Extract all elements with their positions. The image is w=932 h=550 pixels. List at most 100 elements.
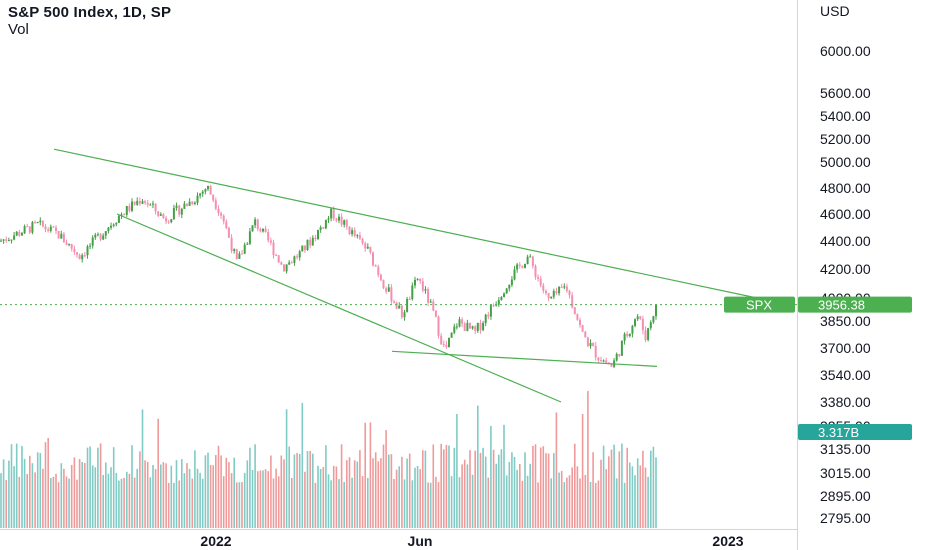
candle-body <box>353 230 356 236</box>
candle-body <box>579 319 581 326</box>
volume-bar <box>207 452 209 528</box>
candle-body <box>469 322 471 329</box>
candle-body <box>23 226 26 234</box>
volume-bar <box>199 472 201 528</box>
last-price-label: 3956.38 <box>818 298 865 313</box>
volume-bar <box>57 482 60 528</box>
candle-body <box>332 208 335 219</box>
volume-bar <box>196 468 199 528</box>
candle-body <box>597 357 600 361</box>
candle-body <box>199 193 202 196</box>
volume-bar <box>322 467 325 528</box>
candle-body <box>154 203 157 212</box>
volume-legend[interactable]: Vol <box>8 21 29 38</box>
volume-bar <box>374 452 377 528</box>
volume-bar <box>160 464 162 528</box>
volume-bar <box>519 464 521 528</box>
volume-bar <box>445 444 448 528</box>
volume-bar <box>280 455 283 528</box>
volume-bar <box>131 445 133 528</box>
candle-body <box>65 242 68 245</box>
volume-bar <box>298 454 301 528</box>
candle-body <box>0 240 2 242</box>
volume-bar <box>55 473 57 528</box>
volume-bar <box>86 447 89 528</box>
candle-body <box>62 233 65 243</box>
volume-bar <box>542 446 545 528</box>
candle-body <box>267 232 270 241</box>
candle-body <box>288 262 291 265</box>
candle-body <box>246 243 249 245</box>
candle-body <box>241 253 243 255</box>
trend-line-lower[interactable] <box>116 213 562 403</box>
volume-bar <box>84 463 86 528</box>
volume-bar <box>21 446 23 528</box>
volume-bar <box>401 456 403 528</box>
candle-body <box>568 290 571 296</box>
volume-bar <box>471 474 474 528</box>
candle-body <box>552 291 555 297</box>
volume-bar <box>186 463 188 528</box>
candle-body <box>159 214 162 216</box>
candle-body <box>390 287 393 302</box>
volume-bar <box>479 452 482 528</box>
candle-body <box>136 200 139 205</box>
time-axis[interactable]: 2022 Jun 2023 <box>200 533 743 549</box>
volume-bar <box>395 469 398 528</box>
candle-body <box>296 256 299 258</box>
volume-bar <box>181 459 183 528</box>
candle-body <box>303 245 306 251</box>
volume-bar <box>241 482 243 528</box>
volume-bar <box>36 452 39 528</box>
candle-body <box>602 360 605 362</box>
candle-body <box>183 203 186 209</box>
trend-line-upper[interactable] <box>53 148 758 299</box>
volume-bar <box>291 478 293 528</box>
candle-body <box>576 314 579 320</box>
candle-body <box>70 243 73 249</box>
candle-body <box>398 305 401 309</box>
volume-bar <box>120 478 123 528</box>
price-axis[interactable]: USD 6000.00 5600.00 5400.00 5200.00 5000.00 4… <box>820 3 871 526</box>
volume-bar <box>492 449 495 528</box>
candle-body <box>550 296 553 299</box>
volume-bar <box>0 473 2 528</box>
volume-bar <box>149 477 152 528</box>
volume-bar <box>553 453 555 528</box>
candle-body <box>180 208 183 215</box>
candle-body <box>458 319 461 327</box>
candle-body <box>529 256 532 258</box>
candle-body <box>605 360 608 363</box>
volume-bar <box>539 447 542 528</box>
trend-line-support[interactable] <box>391 350 658 367</box>
candle-body <box>589 343 592 347</box>
volume-bar <box>8 460 10 528</box>
volume-bar <box>285 409 288 528</box>
candle-body <box>526 256 529 264</box>
volume-bar <box>474 450 476 528</box>
time-tick-label: 2023 <box>712 533 743 549</box>
volume-bar <box>233 457 235 528</box>
volume-bar <box>440 443 442 528</box>
candle-body <box>345 220 348 227</box>
volume-bar <box>652 446 655 528</box>
volume-bar <box>364 422 366 528</box>
volume-bar <box>267 471 269 528</box>
candle-body <box>146 202 149 205</box>
candle-body <box>482 323 485 331</box>
candle-body <box>36 222 39 224</box>
volume-bar <box>416 466 419 528</box>
candle-body <box>623 333 626 341</box>
volume-bar <box>293 454 296 528</box>
candle-body <box>290 262 293 264</box>
candle-body <box>256 219 259 229</box>
volume-bar <box>429 482 432 528</box>
volume-bar <box>422 450 424 528</box>
volume-bar <box>97 447 99 528</box>
candle-body <box>610 364 613 367</box>
candle-body <box>411 285 414 299</box>
candle-body <box>21 233 23 236</box>
chart-title[interactable]: S&P 500 Index, 1D, SP <box>8 4 172 21</box>
candle-body <box>505 288 508 294</box>
